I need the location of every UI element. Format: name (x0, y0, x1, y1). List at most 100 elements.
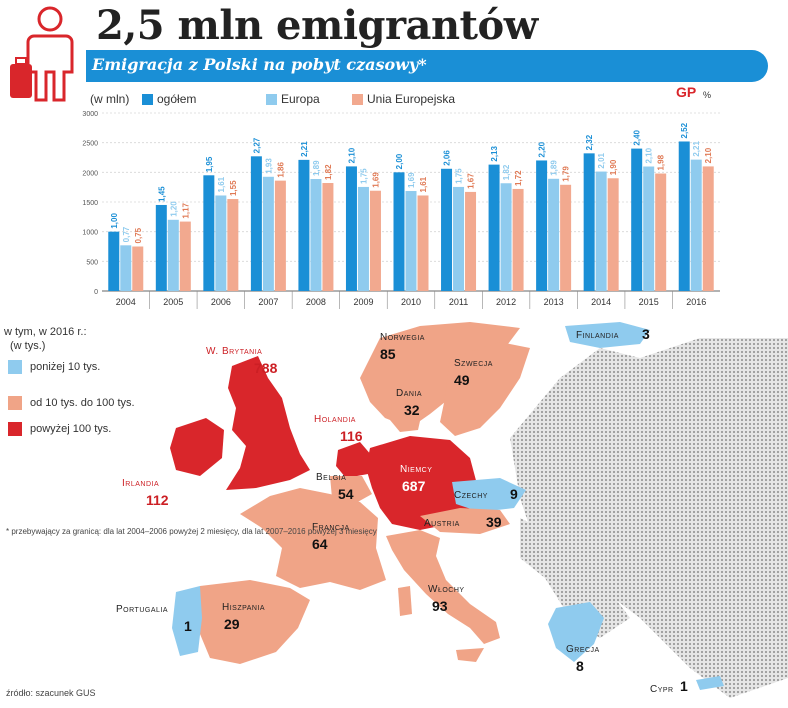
data-label: 1,90 (609, 159, 618, 175)
bar-ue (132, 246, 144, 291)
data-label: 1,82 (502, 164, 511, 180)
label-uk-value: 788 (254, 360, 278, 376)
y-tick-label: 1500 (82, 200, 98, 207)
europe-map: w tym, w 2016 r.: (w tys.) poniżej 10 ty… (0, 318, 788, 708)
data-label: 0,75 (134, 227, 143, 243)
data-label: 1,75 (455, 168, 464, 184)
map-legend-swatch-over100 (8, 422, 22, 436)
data-label: 1,61 (217, 176, 226, 192)
bar-europa (215, 195, 227, 291)
bar-ogolem (678, 141, 690, 291)
label-uk-name: W. Brytania (206, 346, 263, 357)
label-greece-name: Grecja (566, 644, 600, 655)
bar-ogolem (108, 231, 120, 291)
label-france-value: 64 (312, 536, 328, 552)
legend-swatch-europa (266, 93, 277, 105)
map-legend-swatch-between (8, 396, 22, 410)
legend-swatch-ogolem (142, 93, 153, 105)
bar-ue (607, 178, 619, 291)
label-sweden-name: Szwecja (454, 358, 493, 369)
bar-ogolem (298, 159, 310, 291)
sicily-shape (456, 648, 484, 662)
data-label: 2,00 (395, 153, 404, 169)
balkans-shape (520, 518, 630, 638)
germany-shape (366, 436, 478, 530)
netherlands-shape (336, 442, 372, 478)
map-intro: w tym, w 2016 r.: (4, 326, 87, 338)
legend-swatch-ue (352, 93, 363, 105)
label-portugal-value: 1 (184, 618, 192, 634)
label-ireland-name: Irlandia (122, 478, 160, 489)
bar-europa (500, 183, 512, 291)
label-czechia-name: Czechy (454, 490, 488, 501)
page-title: 2,5 mln emigrantów (96, 2, 538, 49)
data-label: 2,06 (443, 150, 452, 166)
bar-europa (262, 176, 274, 291)
emigrant-person-icon (10, 6, 74, 102)
data-label: 1,61 (419, 176, 428, 192)
label-portugal-name: Portugalia (116, 604, 168, 615)
bar-europa (453, 186, 465, 291)
label-sweden-value: 49 (454, 372, 470, 388)
data-label: 2,27 (252, 137, 261, 153)
eastern-europe-shape (510, 338, 788, 698)
bar-europa (690, 159, 702, 291)
bar-ogolem (583, 153, 595, 291)
bar-europa (167, 219, 179, 291)
ireland-shape (170, 418, 224, 476)
label-spain-name: Hiszpania (222, 602, 266, 613)
bar-ue (417, 195, 429, 291)
data-label: 1,93 (264, 158, 273, 174)
cyprus-shape (696, 676, 724, 690)
x-tick-label: 2011 (449, 297, 468, 307)
data-label: 1,20 (169, 201, 178, 217)
bar-ue (274, 180, 286, 291)
bar-ogolem (155, 204, 167, 291)
label-italy-value: 93 (432, 598, 448, 614)
data-label: 1,45 (157, 186, 166, 202)
legend-unit: (w mln) (90, 92, 130, 106)
label-denmark-name: Dania (396, 388, 423, 399)
map-footnote: * przebywający za granicą: dla lat 2004–… (6, 527, 377, 536)
label-cyprus-value: 1 (680, 678, 688, 694)
bar-ogolem (250, 156, 262, 291)
data-label: 1,79 (562, 166, 571, 182)
label-austria-name: Austria (424, 518, 460, 529)
bar-ogolem (488, 164, 500, 291)
x-tick-label: 2014 (591, 297, 611, 307)
label-ireland-value: 112 (146, 492, 169, 508)
data-label: 2,13 (490, 145, 499, 161)
data-label: 2,32 (585, 134, 594, 150)
legend-item-ue: Unia Europejska (352, 92, 455, 106)
label-norway-value: 85 (380, 346, 396, 362)
denmark-shape (390, 396, 422, 432)
data-label: 1,89 (312, 160, 321, 176)
data-label: 2,20 (538, 141, 547, 157)
gp-logo: GP (676, 84, 697, 100)
spain-shape (200, 580, 310, 664)
y-tick-label: 0 (94, 289, 98, 296)
greece-shape (548, 602, 604, 662)
map-source: źródło: szacunek GUS (6, 688, 96, 698)
label-finland-value: 3 (642, 326, 650, 342)
bar-ue (179, 221, 191, 291)
label-netherlands-value: 116 (340, 428, 363, 444)
label-finland-name: Finlandia (576, 330, 619, 341)
x-tick-label: 2004 (116, 297, 136, 307)
portugal-shape (172, 586, 202, 656)
data-label: 1,89 (550, 160, 559, 176)
bar-ue (369, 190, 381, 291)
data-label: 2,21 (692, 141, 701, 157)
label-france-name: Francja (312, 522, 350, 533)
label-germany-name: Niemcy (400, 464, 433, 475)
label-denmark-value: 32 (404, 402, 420, 418)
label-greece-value: 8 (576, 658, 584, 674)
legend-item-ogolem: ogółem (142, 92, 196, 106)
legend-item-europa: Europa (266, 92, 320, 106)
map-legend-between: od 10 tys. do 100 tys. (8, 396, 135, 410)
bar-ogolem (631, 148, 643, 291)
label-cyprus-name: Cypr (650, 684, 674, 695)
data-label: 2,01 (597, 152, 606, 168)
bar-ue (702, 166, 714, 291)
data-label: 1,17 (181, 202, 190, 218)
